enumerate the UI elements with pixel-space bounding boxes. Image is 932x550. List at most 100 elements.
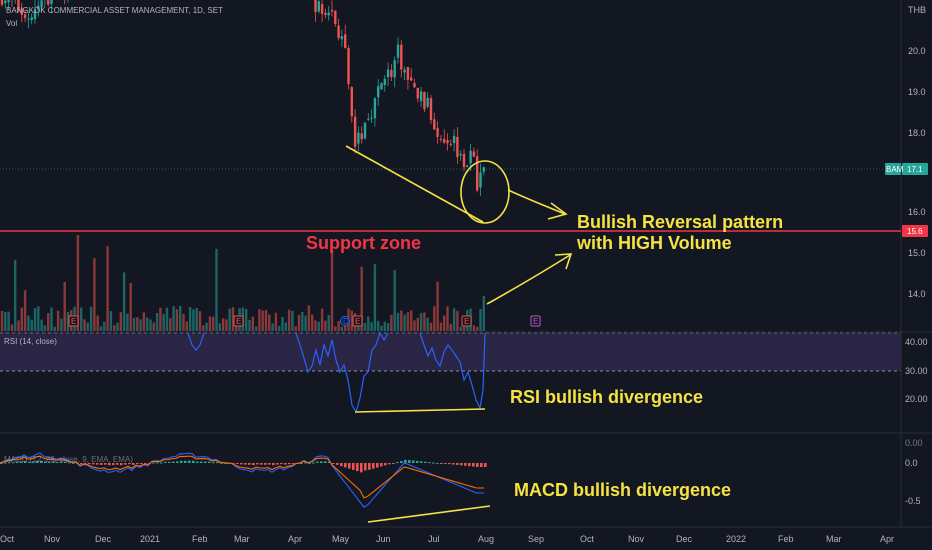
candle-body: [30, 17, 33, 21]
volume-bar: [139, 319, 142, 331]
macd-histogram-bar: [460, 463, 463, 466]
macd-histogram-bar: [472, 463, 475, 467]
candle-body: [337, 25, 340, 39]
candle-body: [373, 98, 377, 119]
volume-bar: [360, 266, 363, 331]
volume-bar: [264, 310, 268, 331]
volume-bar: [403, 314, 406, 331]
macd-histogram-bar: [316, 461, 319, 463]
time-axis-label: May: [332, 534, 350, 544]
candle-body: [383, 78, 386, 85]
volume-bar: [429, 322, 433, 331]
macd-histogram-bar: [464, 463, 467, 466]
macd-histogram-bar: [300, 462, 303, 464]
volume-bar: [390, 314, 393, 331]
volume-bar: [23, 290, 27, 331]
candle-body: [37, 5, 40, 10]
volume-bar: [274, 312, 278, 331]
macd-histogram-bar: [192, 460, 195, 463]
event-marker[interactable]: [340, 316, 350, 326]
candle-body: [469, 150, 472, 164]
time-axis-label: Oct: [0, 534, 15, 544]
volume-bar: [327, 315, 330, 331]
candle-body: [433, 119, 436, 130]
price-tick: 19.0: [908, 87, 926, 97]
candle-body: [353, 116, 357, 147]
volume-bar: [202, 325, 205, 331]
candle-body: [317, 1, 320, 12]
chart-title[interactable]: BANGKOK COMMERCIAL ASSET MANAGEMENT, 1D,…: [6, 6, 223, 15]
volume-bar: [179, 305, 182, 331]
volume-bar: [86, 322, 89, 331]
macd-histogram-bar: [136, 463, 139, 464]
macd-histogram-bar: [4, 462, 7, 464]
volume-bar: [443, 315, 446, 331]
volume-bar: [294, 326, 297, 331]
time-axis[interactable]: Oct Nov Dec 2021 Feb Mar Apr May Jun Jul Aug Sep Oct…: [0, 534, 894, 544]
time-axis-label: Apr: [880, 534, 894, 544]
event-marker[interactable]: [352, 315, 363, 327]
candle-body: [340, 36, 344, 40]
rsi-label[interactable]: RSI (14, close): [4, 337, 57, 346]
arrow-to-volume-head: [554, 253, 573, 270]
volume-bar: [20, 307, 23, 331]
macd-histogram-bar: [400, 460, 403, 463]
volume-bar: [66, 312, 70, 331]
macd-histogram-bar: [180, 460, 183, 463]
volume-bar: [195, 307, 198, 331]
candle-body: [452, 135, 456, 144]
volume-bar: [60, 318, 63, 331]
volume-bar: [423, 312, 426, 331]
macd-histogram-bar: [0, 462, 3, 464]
volume-bar: [251, 316, 254, 331]
macd-histogram-bar: [196, 461, 199, 463]
event-marker[interactable]: [233, 315, 244, 327]
volume-bar: [152, 322, 155, 331]
volume-bar: [225, 319, 228, 331]
candle-body: [390, 70, 393, 77]
volume-bar: [304, 315, 307, 331]
volume-bar: [370, 322, 373, 331]
macd-histogram-bar: [160, 462, 163, 464]
annotation-high-volume: with HIGH Volume: [576, 233, 732, 253]
candle-body: [47, 0, 50, 5]
event-marker[interactable]: [530, 315, 541, 327]
support-value: 15.6: [907, 227, 923, 236]
macd-histogram-bar: [204, 461, 207, 463]
macd-histogram-bar: [220, 462, 223, 464]
macd-histogram-bar: [376, 463, 379, 468]
candle-body: [410, 77, 413, 81]
macd-tick: 0.00: [905, 438, 923, 448]
volume-bar: [258, 309, 261, 331]
candle-body: [370, 117, 373, 119]
volume-bar: [76, 235, 80, 331]
volume-bar: [334, 326, 337, 331]
volume-bar: [396, 312, 400, 331]
event-marker-label: E: [533, 317, 538, 326]
macd-histogram-bar: [432, 462, 435, 464]
macd-tick: 0.0: [905, 458, 918, 468]
time-axis-label: Jun: [376, 534, 391, 544]
volume-bar: [439, 322, 443, 331]
candle-body: [377, 86, 380, 98]
macd-histogram-bar: [16, 461, 19, 463]
volume-bar: [14, 260, 17, 331]
volume-bar: [56, 310, 60, 331]
time-axis-label: Dec: [676, 534, 693, 544]
macd-histogram-bar: [60, 461, 63, 463]
volume-bar: [291, 310, 294, 331]
macd-label[interactable]: MACD (12, 26, close, 9, EMA, EMA): [4, 455, 133, 464]
event-marker[interactable]: [461, 315, 472, 327]
symbol-badge: [885, 163, 901, 175]
volume-bar: [218, 323, 221, 331]
volume-bar: [317, 321, 320, 331]
volume-bar: [119, 312, 122, 331]
macd-histogram-bar: [440, 463, 443, 464]
event-marker[interactable]: [68, 315, 79, 327]
volume-bar: [122, 272, 126, 331]
volume-bar: [297, 314, 301, 331]
macd-histogram-bar: [144, 463, 147, 464]
